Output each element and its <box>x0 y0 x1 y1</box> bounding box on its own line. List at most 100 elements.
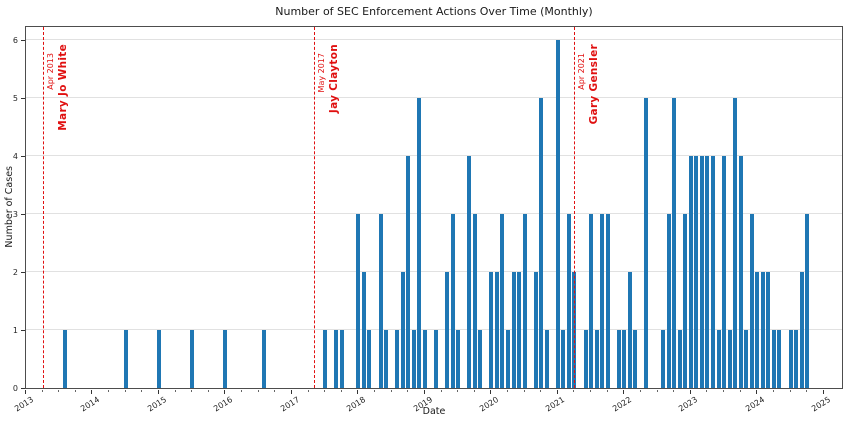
bar-2020-05 <box>511 272 516 388</box>
y-tick-6 <box>21 40 25 41</box>
x-minor-tick <box>141 390 143 392</box>
bar-2021-08 <box>594 330 599 388</box>
x-tick-2014 <box>91 390 93 394</box>
bar-2023-01 <box>688 156 693 388</box>
bar-2020-06 <box>517 272 522 388</box>
bar-2023-10 <box>738 156 743 388</box>
gridline-y1 <box>26 329 842 330</box>
bar-2024-04 <box>771 330 776 388</box>
bar-2024-01 <box>755 272 760 388</box>
bar-2017-07 <box>323 330 328 388</box>
bar-2021-10 <box>605 214 610 388</box>
bar-2019-07 <box>456 330 461 388</box>
x-minor-tick <box>191 390 193 392</box>
chair-start-date: Apr 2021 <box>577 53 587 90</box>
x-axis-label: Date <box>422 406 446 417</box>
bar-2022-01 <box>622 330 627 388</box>
x-minor-tick <box>540 390 542 392</box>
x-minor-tick <box>324 390 326 392</box>
bar-2023-09 <box>733 98 738 388</box>
bar-2022-10 <box>672 98 677 388</box>
x-minor-tick <box>340 390 342 392</box>
bar-2024-05 <box>777 330 782 388</box>
x-tick-2017 <box>290 390 292 394</box>
bar-2019-11 <box>478 330 483 388</box>
bar-2018-08 <box>395 330 400 388</box>
y-tick-label-0: 0 <box>12 384 18 393</box>
bar-2019-03 <box>433 330 438 388</box>
bar-2023-11 <box>744 330 749 388</box>
bar-2013-08 <box>62 330 67 388</box>
bar-2021-06 <box>583 330 588 388</box>
x-minor-tick <box>772 390 774 392</box>
bar-2021-02 <box>561 330 566 388</box>
x-minor-tick <box>41 390 43 392</box>
chair-annotation-gary-gensler: Apr 2021 Gary Gensler <box>577 44 600 124</box>
x-tick-2025 <box>822 390 824 394</box>
x-minor-tick <box>789 390 791 392</box>
bar-2015-01 <box>156 330 161 388</box>
x-minor-tick <box>506 390 508 392</box>
bar-2018-09 <box>400 272 405 388</box>
x-tick-2015 <box>157 390 159 394</box>
x-minor-tick <box>723 390 725 392</box>
gridline-y2 <box>26 271 842 272</box>
bar-2021-03 <box>566 214 571 388</box>
chair-name: Mary Jo White <box>56 44 69 131</box>
x-tick-2024 <box>756 390 758 394</box>
bar-2024-02 <box>760 272 765 388</box>
gridline-y5 <box>26 97 842 98</box>
x-minor-tick <box>108 390 110 392</box>
bar-2018-02 <box>361 272 366 388</box>
x-minor-tick <box>440 390 442 392</box>
bar-2021-01 <box>555 40 560 388</box>
gridline-y3 <box>26 213 842 214</box>
x-minor-tick <box>174 390 176 392</box>
x-minor-tick <box>806 390 808 392</box>
x-minor-tick <box>473 390 475 392</box>
chair-annotation-jay-clayton: May 2017 Jay Clayton <box>317 44 340 113</box>
y-tick-label-2: 2 <box>12 268 18 277</box>
x-minor-tick <box>523 390 525 392</box>
bar-2019-05 <box>445 272 450 388</box>
y-tick-4 <box>21 156 25 157</box>
bar-2018-11 <box>411 330 416 388</box>
bar-2016-01 <box>223 330 228 388</box>
bar-2020-03 <box>500 214 505 388</box>
x-minor-tick <box>124 390 126 392</box>
bar-2015-07 <box>190 330 195 388</box>
bar-2024-03 <box>766 272 771 388</box>
y-tick-label-5: 5 <box>12 94 18 103</box>
chart-title: Number of SEC Enforcement Actions Over T… <box>275 5 593 18</box>
x-tick-2020 <box>490 390 492 394</box>
plot-area: Apr 2013 Mary Jo White May 2017 Jay Clayton… <box>25 26 843 389</box>
y-axis-label: Number of Cases <box>4 166 15 248</box>
x-tick-2023 <box>689 390 691 394</box>
y-tick-5 <box>21 98 25 99</box>
bar-2018-03 <box>367 330 372 388</box>
bar-2024-10 <box>805 214 810 388</box>
bar-2021-07 <box>589 214 594 388</box>
bar-2020-07 <box>522 214 527 388</box>
bar-2021-12 <box>616 330 621 388</box>
bar-2023-04 <box>705 156 710 388</box>
bar-2022-05 <box>644 98 649 388</box>
gridline-y4 <box>26 155 842 156</box>
chair-marker-line-mary-jo-white <box>42 27 44 388</box>
x-tick-2021 <box>556 390 558 394</box>
bar-2018-06 <box>384 330 389 388</box>
bar-2024-09 <box>799 272 804 388</box>
bar-2020-09 <box>533 272 538 388</box>
x-minor-tick <box>274 390 276 392</box>
bar-2023-06 <box>716 330 721 388</box>
bar-2019-10 <box>472 214 477 388</box>
x-minor-tick <box>706 390 708 392</box>
y-tick-label-1: 1 <box>12 326 18 335</box>
bar-2022-02 <box>627 272 632 388</box>
y-tick-2 <box>21 272 25 273</box>
y-tick-1 <box>21 330 25 331</box>
x-minor-tick <box>673 390 675 392</box>
bar-2022-08 <box>661 330 666 388</box>
bar-2022-09 <box>666 214 671 388</box>
